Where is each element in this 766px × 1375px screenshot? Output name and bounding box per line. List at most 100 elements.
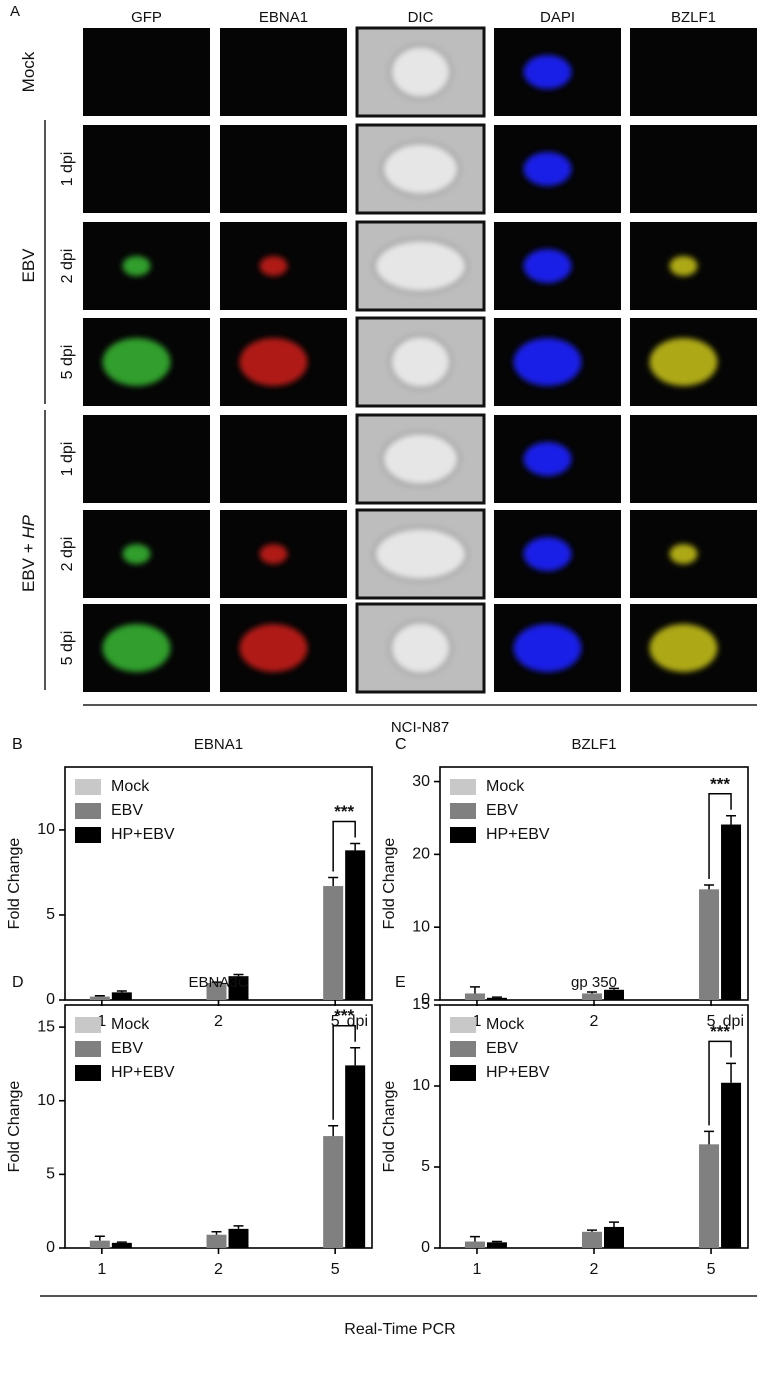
y-tick-label: 0 (46, 991, 55, 1008)
error-bar (350, 842, 361, 851)
row-label: 1 dpi (59, 152, 76, 187)
signal (259, 544, 288, 564)
bar (604, 989, 624, 1000)
significance-bracket (708, 793, 732, 879)
bar (721, 1082, 742, 1248)
signal (102, 624, 171, 672)
signal (523, 442, 572, 476)
y-tick-label: 10 (37, 821, 55, 838)
x-tick-label: 5 (331, 1261, 340, 1278)
signal (523, 537, 572, 571)
signal (669, 256, 698, 276)
significance-bracket (708, 1040, 732, 1126)
signal (513, 624, 582, 672)
error-bar (704, 1130, 715, 1145)
bar (486, 997, 507, 1000)
legend-label: EBV (111, 802, 143, 819)
signal (523, 152, 572, 186)
signal (122, 256, 151, 276)
group-label: Mock (19, 51, 38, 92)
group-label-part: Mock (19, 51, 38, 92)
error-bar (726, 815, 737, 825)
cell (381, 432, 460, 486)
significance-label: *** (334, 802, 354, 821)
bar (323, 1136, 344, 1248)
bar (699, 889, 720, 1000)
error-bar (350, 1046, 361, 1066)
legend-label: Mock (486, 778, 525, 795)
method-label: Real-Time PCR (344, 1321, 455, 1338)
bar (89, 996, 110, 1000)
legend-label: HP+EBV (486, 1064, 550, 1081)
y-tick-label: 20 (412, 846, 430, 863)
x-tick-label: 5 (707, 1013, 716, 1030)
micrograph (630, 415, 757, 503)
significance-bracket (332, 1024, 356, 1120)
bar (345, 850, 366, 1000)
signal (649, 624, 718, 672)
signal (259, 256, 288, 276)
bar (582, 1231, 602, 1248)
bar (721, 824, 742, 1000)
x-tick-label: 1 (473, 1013, 482, 1030)
signal (669, 544, 698, 564)
row-label: 1 dpi (59, 442, 76, 477)
chart-title: gp 350 (571, 974, 617, 991)
error-bar (704, 884, 715, 890)
cell (389, 45, 452, 99)
group-label-part: EBV (19, 248, 38, 283)
micrograph (220, 415, 347, 503)
y-tick-label: 0 (46, 1239, 55, 1256)
x-tick-label: 1 (473, 1261, 482, 1278)
significance-label: *** (334, 1006, 354, 1025)
signal (523, 55, 572, 89)
y-tick-label: 5 (421, 1158, 430, 1175)
bar (582, 993, 602, 1000)
bar (486, 1242, 507, 1248)
significance-label: *** (710, 774, 730, 793)
error-bar (211, 981, 222, 983)
error-bar (328, 1125, 339, 1137)
error-bar (491, 996, 502, 998)
bar (89, 1240, 110, 1248)
row-label: 5 dpi (59, 631, 76, 666)
micrograph (83, 125, 210, 213)
cell (373, 239, 468, 293)
error-bar (94, 994, 105, 997)
column-header: GFP (131, 9, 162, 26)
y-axis-label: Fold Change (6, 838, 23, 930)
legend-swatch (75, 1041, 101, 1057)
error-bar (94, 1235, 105, 1241)
x-tick-label: 1 (97, 1013, 106, 1030)
bar (206, 1234, 227, 1248)
bar (206, 982, 227, 1000)
error-bar (587, 991, 597, 994)
chart-title: EBNA1 (194, 736, 243, 753)
micrograph (630, 28, 757, 116)
column-header: BZLF1 (671, 9, 716, 26)
y-tick-label: 10 (37, 1092, 55, 1109)
y-tick-label: 15 (37, 1018, 55, 1035)
micrograph (220, 28, 347, 116)
column-header: DAPI (540, 9, 575, 26)
y-axis-label: Fold Change (6, 1081, 23, 1173)
row-label: 2 dpi (59, 537, 76, 572)
bar (111, 1242, 132, 1248)
x-tick-label: 2 (214, 1013, 223, 1030)
legend-swatch (450, 803, 476, 819)
legend-swatch (450, 1065, 476, 1081)
signal (523, 249, 572, 283)
x-tick-label: 5 (707, 1261, 716, 1278)
error-bar (587, 1229, 597, 1232)
row-label: 5 dpi (59, 345, 76, 380)
chart-title: BZLF1 (571, 736, 616, 753)
legend-label: HP+EBV (486, 826, 550, 843)
chart-title: EBNA3C (188, 974, 248, 991)
bar (228, 1228, 249, 1248)
legend-swatch (450, 1041, 476, 1057)
micrograph (83, 28, 210, 116)
panel-label: A (10, 3, 20, 20)
bar (464, 1241, 485, 1248)
legend-label: EBV (486, 1040, 518, 1057)
row-label: 2 dpi (59, 249, 76, 284)
